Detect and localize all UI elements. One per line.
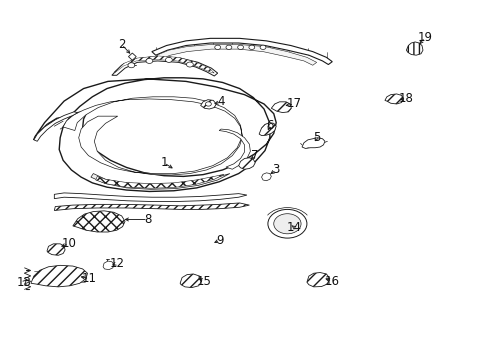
Text: 11: 11 xyxy=(82,272,97,285)
Polygon shape xyxy=(63,97,242,175)
Polygon shape xyxy=(261,173,271,181)
Text: 9: 9 xyxy=(216,234,224,247)
Polygon shape xyxy=(238,158,255,169)
Circle shape xyxy=(186,62,193,67)
Circle shape xyxy=(205,102,211,106)
Text: 1: 1 xyxy=(160,156,167,169)
Text: 19: 19 xyxy=(417,31,431,44)
Circle shape xyxy=(225,45,231,49)
Polygon shape xyxy=(406,42,422,55)
Text: 4: 4 xyxy=(217,95,224,108)
Circle shape xyxy=(260,45,265,49)
Polygon shape xyxy=(96,174,224,188)
Circle shape xyxy=(214,45,220,49)
Polygon shape xyxy=(114,56,214,73)
Circle shape xyxy=(267,210,306,238)
Polygon shape xyxy=(306,273,329,287)
Circle shape xyxy=(237,45,243,49)
Polygon shape xyxy=(103,261,114,270)
Polygon shape xyxy=(73,211,125,232)
Polygon shape xyxy=(54,193,246,202)
Polygon shape xyxy=(31,265,87,287)
Text: 18: 18 xyxy=(398,92,413,105)
Polygon shape xyxy=(91,174,229,189)
Polygon shape xyxy=(112,56,217,76)
Circle shape xyxy=(165,57,172,62)
Polygon shape xyxy=(34,112,78,141)
Text: 17: 17 xyxy=(286,98,301,111)
Polygon shape xyxy=(47,244,65,255)
Text: 2: 2 xyxy=(118,38,125,51)
Polygon shape xyxy=(384,94,403,104)
Text: 3: 3 xyxy=(272,163,279,176)
Polygon shape xyxy=(302,138,325,148)
Polygon shape xyxy=(180,274,201,288)
Polygon shape xyxy=(200,100,216,109)
Polygon shape xyxy=(54,203,249,211)
Text: 10: 10 xyxy=(61,237,76,250)
Circle shape xyxy=(146,58,153,63)
Polygon shape xyxy=(271,102,291,113)
Circle shape xyxy=(128,63,135,68)
Text: 6: 6 xyxy=(265,119,273,132)
Polygon shape xyxy=(128,53,136,60)
Circle shape xyxy=(273,214,301,234)
Text: 15: 15 xyxy=(197,275,211,288)
Text: 8: 8 xyxy=(144,213,151,226)
Polygon shape xyxy=(157,44,316,65)
Polygon shape xyxy=(152,39,331,64)
Text: 12: 12 xyxy=(109,257,124,270)
Text: 5: 5 xyxy=(312,131,320,144)
Polygon shape xyxy=(219,129,250,169)
Text: 13: 13 xyxy=(17,276,31,289)
Polygon shape xyxy=(34,78,276,192)
Circle shape xyxy=(248,45,254,49)
Text: 14: 14 xyxy=(286,221,301,234)
Text: 7: 7 xyxy=(251,149,259,162)
Polygon shape xyxy=(259,123,276,135)
Text: 16: 16 xyxy=(324,275,339,288)
